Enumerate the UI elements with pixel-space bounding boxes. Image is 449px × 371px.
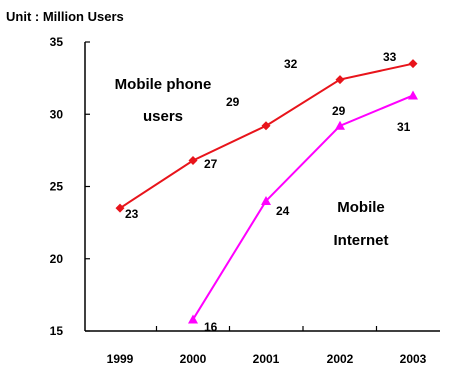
- series-name-label: Internet: [333, 232, 388, 249]
- data-point-marker: [188, 155, 198, 165]
- data-label: 29: [226, 95, 240, 109]
- data-point-marker: [188, 314, 198, 324]
- series-name-label: Mobile phone: [115, 76, 212, 93]
- y-tick-label: 20: [50, 252, 64, 266]
- x-tick-label: 2002: [327, 352, 354, 366]
- data-label: 33: [383, 50, 397, 64]
- data-point-marker: [115, 203, 125, 213]
- data-point-marker: [261, 121, 271, 131]
- y-tick-label: 15: [50, 324, 64, 338]
- data-point-marker: [335, 120, 345, 130]
- unit-label: Unit : Million Users: [6, 9, 124, 24]
- x-tick-label: 1999: [107, 352, 134, 366]
- series-name-label: users: [143, 108, 183, 125]
- data-point-marker: [261, 195, 271, 205]
- x-tick-label: 2000: [180, 352, 207, 366]
- data-label: 31: [397, 120, 411, 134]
- data-point-marker: [408, 59, 418, 69]
- data-label: 16: [204, 320, 218, 334]
- data-label: 32: [284, 57, 298, 71]
- series-name-label: Mobile: [337, 199, 385, 216]
- data-label: 27: [204, 157, 218, 171]
- y-tick-label: 30: [50, 107, 64, 121]
- data-label: 24: [276, 204, 290, 218]
- x-tick-label: 2003: [400, 352, 427, 366]
- data-point-marker: [408, 90, 418, 100]
- data-point-marker: [335, 75, 345, 85]
- x-tick-label: 2001: [253, 352, 280, 366]
- y-tick-label: 25: [50, 180, 64, 194]
- y-tick-label: 35: [50, 35, 64, 49]
- data-label: 23: [125, 207, 139, 221]
- data-label: 29: [332, 104, 346, 118]
- series-line-mobile-internet: [192, 94, 414, 320]
